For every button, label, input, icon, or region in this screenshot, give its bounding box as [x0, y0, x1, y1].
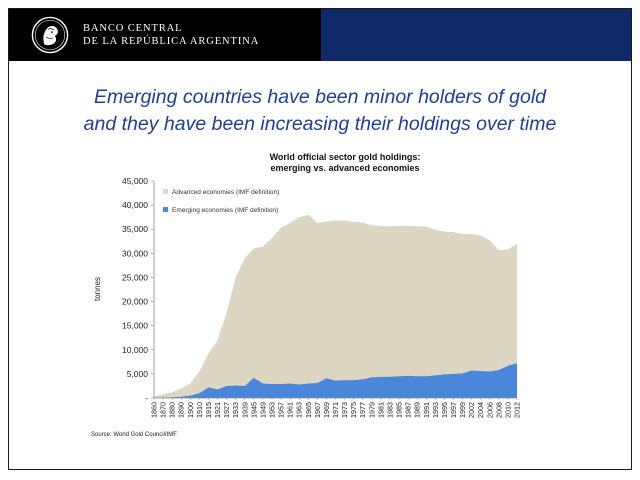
x-tick-label: 1949 — [258, 402, 267, 418]
x-tick-label: 2010 — [503, 402, 512, 418]
x-tick-label: 1910 — [195, 402, 204, 418]
x-tick-label: 1989 — [413, 402, 422, 418]
x-tick-label: 1860 — [150, 402, 159, 418]
y-tick-label: 25,000 — [122, 272, 148, 282]
x-tick-label: 1969 — [322, 402, 331, 418]
x-tick-label: 1973 — [340, 402, 349, 418]
series-area-emerging-economies — [154, 363, 517, 398]
slide-frame — [8, 8, 632, 470]
x-tick-label: 1975 — [349, 402, 358, 418]
y-tick-label: 45,000 — [122, 176, 148, 186]
chart-title-line2: emerging vs. advanced economies — [270, 163, 420, 173]
x-tick-label: 1965 — [304, 402, 313, 418]
x-tick-label: 2002 — [467, 402, 476, 418]
x-tick-label: 1993 — [431, 402, 440, 418]
x-tick-label: 1880 — [168, 402, 177, 418]
legend-swatch-advanced — [163, 189, 168, 194]
y-tick-label: 35,000 — [122, 224, 148, 234]
x-tick-label: 1991 — [422, 402, 431, 418]
x-tick-label: 1979 — [367, 402, 376, 418]
source-note: Source: World Gold Council/IMF — [91, 432, 177, 438]
x-tick-label: 1981 — [376, 402, 385, 418]
header-black-panel: BANCO CENTRAL DE LA REPÚBLICA ARGENTINA — [9, 9, 321, 61]
x-tick-label: 1957 — [277, 402, 286, 418]
legend-label-advanced: Advanced economies (IMF definition) — [172, 189, 279, 196]
y-tick-label: 5,000 — [127, 369, 149, 379]
x-tick-label: 1953 — [267, 402, 276, 418]
x-tick-label: 1983 — [385, 402, 394, 418]
x-tick-label: 1921 — [213, 402, 222, 418]
x-tick-label: 1961 — [286, 402, 295, 418]
x-tick-label: 1945 — [249, 402, 258, 418]
headline-line2: and they have been increasing their hold… — [83, 113, 557, 135]
x-tick-label: 1977 — [358, 402, 367, 418]
y-axis-label: tonnes — [93, 277, 102, 301]
series-area-advanced-economies — [154, 214, 517, 398]
y-tick-label: 40,000 — [122, 200, 148, 210]
y-tick-label: - — [145, 393, 148, 403]
x-tick-label: 1967 — [313, 402, 322, 418]
bank-name: BANCO CENTRAL DE LA REPÚBLICA ARGENTINA — [83, 22, 259, 48]
chart-title-line1: World official sector gold holdings: — [269, 152, 421, 162]
x-tick-label: 1985 — [395, 402, 404, 418]
y-tick-label: 10,000 — [122, 345, 148, 355]
headline-line1: Emerging countries have been minor holde… — [93, 86, 546, 108]
x-tick-label: 2004 — [476, 402, 485, 418]
x-tick-label: 1963 — [295, 402, 304, 418]
x-tick-label: 1999 — [458, 402, 467, 418]
x-tick-label: 1971 — [331, 402, 340, 418]
x-tick-label: 2012 — [513, 402, 522, 418]
x-tick-label: 1987 — [404, 402, 413, 418]
bank-name-line2: DE LA REPÚBLICA ARGENTINA — [83, 36, 260, 47]
y-tick-label: 15,000 — [122, 321, 148, 331]
legend-label-emerging: Emerging economies (IMF definition) — [172, 207, 278, 214]
x-tick-label: 1890 — [177, 402, 186, 418]
x-tick-label: 1997 — [449, 402, 458, 418]
y-tick-label: 20,000 — [122, 297, 148, 307]
x-tick-label: 1933 — [231, 402, 240, 418]
bank-seal-logo-icon — [31, 16, 69, 54]
x-tick-label: 1995 — [440, 402, 449, 418]
legend-swatch-emerging — [163, 207, 168, 212]
x-tick-label: 1939 — [240, 402, 249, 418]
slide-header: BANCO CENTRAL DE LA REPÚBLICA ARGENTINA — [9, 9, 631, 61]
x-tick-label: 2006 — [485, 402, 494, 418]
x-tick-label: 1870 — [159, 402, 168, 418]
header-blue-panel — [321, 9, 631, 61]
x-tick-label: 1915 — [204, 402, 213, 418]
x-tick-label: 1900 — [186, 402, 195, 418]
x-tick-label: 2008 — [494, 402, 503, 418]
x-tick-label: 1927 — [222, 402, 231, 418]
bank-name-line1: BANCO CENTRAL — [83, 23, 183, 34]
y-tick-label: 30,000 — [122, 248, 148, 258]
